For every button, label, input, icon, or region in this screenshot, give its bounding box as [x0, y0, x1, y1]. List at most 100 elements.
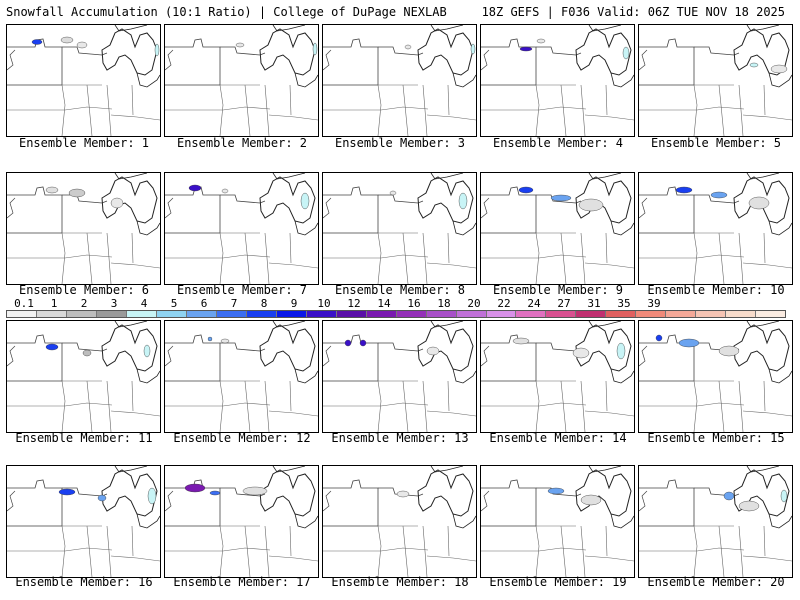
- colorbar-tick-label: 6: [200, 297, 208, 310]
- colorbar-swatch: [186, 311, 217, 317]
- base-map-boundaries: [165, 173, 318, 284]
- snowfall-area: [359, 339, 367, 347]
- member-map-canvas: [7, 173, 160, 284]
- snowfall-area: [220, 338, 230, 344]
- member-map-1: [6, 24, 161, 137]
- snowfall-area: [675, 186, 693, 194]
- member-map-canvas: [7, 25, 160, 136]
- snowfall-colorbar: [6, 310, 786, 318]
- member-map-12: [164, 320, 319, 433]
- colorbar-swatch: [66, 311, 97, 317]
- snowfall-area: [110, 197, 124, 209]
- snowfall-area: [147, 487, 157, 505]
- member-map-4: [480, 24, 635, 137]
- base-map-boundaries: [639, 321, 792, 432]
- colorbar-swatch: [606, 311, 637, 317]
- member-map-20: [638, 465, 793, 578]
- snowfall-area: [58, 488, 76, 496]
- snowfall-area: [344, 339, 352, 347]
- snowfall-area: [770, 64, 788, 74]
- snowfall-area: [97, 494, 107, 502]
- member-map-canvas: [165, 173, 318, 284]
- snowfall-area: [718, 345, 740, 357]
- snowfall-area: [550, 194, 572, 202]
- snowfall-area: [60, 36, 74, 44]
- colorbar-tick-label: 8: [260, 297, 268, 310]
- member-map-15: [638, 320, 793, 433]
- member-label-4: Ensemble Member: 4: [492, 136, 624, 150]
- colorbar-tick-label: 10: [317, 297, 331, 310]
- colorbar-swatch: [96, 311, 127, 317]
- member-label-10: Ensemble Member: 10: [647, 283, 785, 297]
- member-label-17: Ensemble Member: 17: [173, 575, 311, 589]
- member-label-9: Ensemble Member: 9: [492, 283, 624, 297]
- base-map-boundaries: [639, 25, 792, 136]
- member-label-13: Ensemble Member: 13: [331, 431, 469, 445]
- snowfall-area: [738, 500, 760, 512]
- chart-title: Snowfall Accumulation (10:1 Ratio) | Col…: [6, 5, 447, 19]
- snowfall-area: [723, 491, 735, 501]
- member-map-11: [6, 320, 161, 433]
- member-map-canvas: [481, 466, 634, 577]
- snowfall-area: [221, 188, 229, 194]
- colorbar-swatch: [576, 311, 607, 317]
- member-label-8: Ensemble Member: 8: [334, 283, 466, 297]
- colorbar-tick-label: 0.1: [14, 297, 34, 310]
- colorbar-tick-label: 2: [80, 297, 88, 310]
- snowfall-area: [678, 338, 700, 348]
- snowfall-area: [780, 489, 788, 503]
- run-valid-time: 18Z GEFS | F036 Valid: 06Z TUE NOV 18 20…: [481, 5, 785, 19]
- member-map-canvas: [481, 173, 634, 284]
- colorbar-swatch: [36, 311, 67, 317]
- base-map-boundaries: [481, 321, 634, 432]
- snowfall-area: [622, 46, 630, 60]
- colorbar-tick-label: 39: [647, 297, 661, 310]
- member-map-canvas: [639, 173, 792, 284]
- member-map-canvas: [639, 466, 792, 577]
- snowfall-area: [749, 62, 759, 68]
- base-map-boundaries: [323, 173, 476, 284]
- member-map-canvas: [7, 321, 160, 432]
- colorbar-swatch: [336, 311, 367, 317]
- member-map-canvas: [323, 321, 476, 432]
- snowfall-area: [188, 184, 202, 192]
- member-label-20: Ensemble Member: 20: [647, 575, 785, 589]
- member-map-canvas: [165, 25, 318, 136]
- member-map-16: [6, 465, 161, 578]
- snowfall-area: [710, 191, 728, 199]
- member-map-18: [322, 465, 477, 578]
- member-map-7: [164, 172, 319, 285]
- base-map-boundaries: [165, 321, 318, 432]
- colorbar-tick-label: 35: [617, 297, 631, 310]
- snowfall-area: [458, 192, 468, 210]
- member-map-5: [638, 24, 793, 137]
- member-map-canvas: [481, 25, 634, 136]
- member-label-12: Ensemble Member: 12: [173, 431, 311, 445]
- snowfall-area: [616, 342, 626, 360]
- snowfall-area: [536, 38, 546, 44]
- member-map-3: [322, 24, 477, 137]
- member-map-canvas: [639, 25, 792, 136]
- colorbar-swatch: [696, 311, 727, 317]
- colorbar-tick-label: 31: [587, 297, 601, 310]
- snowfall-area: [572, 347, 590, 359]
- colorbar-swatch: [726, 311, 757, 317]
- colorbar-tick-label: 5: [170, 297, 178, 310]
- snowfall-area: [209, 490, 221, 496]
- snowfall-area: [404, 44, 412, 50]
- member-map-17: [164, 465, 319, 578]
- snowfall-area: [547, 487, 565, 495]
- colorbar-tick-label: 14: [377, 297, 391, 310]
- colorbar-swatch: [456, 311, 487, 317]
- colorbar-swatch: [366, 311, 397, 317]
- member-map-6: [6, 172, 161, 285]
- member-map-canvas: [7, 466, 160, 577]
- snowfall-area: [45, 343, 59, 351]
- colorbar-swatch: [306, 311, 337, 317]
- member-map-14: [480, 320, 635, 433]
- colorbar-swatch: [156, 311, 187, 317]
- colorbar-swatch: [636, 311, 667, 317]
- snowfall-area: [143, 344, 151, 358]
- member-label-18: Ensemble Member: 18: [331, 575, 469, 589]
- colorbar-tick-label: 22: [497, 297, 511, 310]
